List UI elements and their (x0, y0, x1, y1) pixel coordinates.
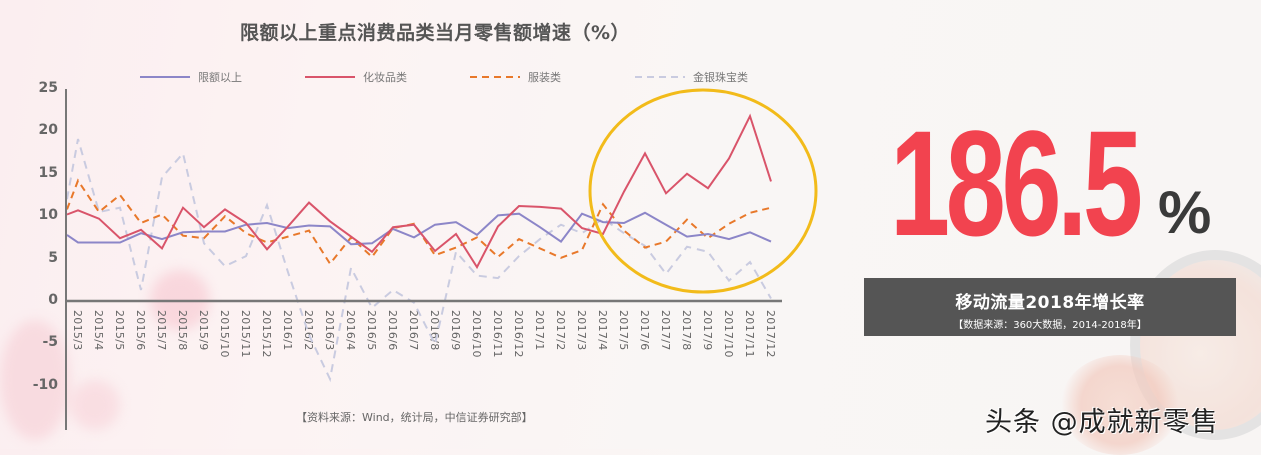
legend-item-apparel: 服装类 (470, 68, 561, 86)
x-tick-label: 2017/10 (722, 310, 735, 358)
x-tick-label: 2017/9 (701, 310, 714, 351)
legend-line-solid-icon (305, 76, 355, 78)
x-tick-label: 2015/12 (260, 310, 273, 358)
y-tick-label: 10 (38, 207, 58, 224)
x-tick-label: 2017/8 (680, 310, 693, 351)
highlight-stat: 186.5 % (890, 99, 1212, 267)
x-tick-label: 2017/4 (596, 310, 609, 351)
legend-line-solid-icon (140, 76, 190, 78)
source-note: 【资料来源：Wind，统计局，中信证券研究部】 (296, 411, 533, 424)
legend-item-cosmetics: 化妆品类 (305, 68, 407, 86)
y-tick-label: 20 (38, 122, 58, 139)
x-tick-label: 2017/3 (575, 310, 588, 351)
x-tick-label: 2016/3 (323, 310, 336, 351)
highlight-caption-box: 移动流量2018年增长率 【数据来源：360大数据，2014-2018年】 (864, 278, 1236, 336)
y-tick-label: 25 (38, 80, 58, 96)
background-blossom (0, 320, 70, 440)
x-tick-label: 2015/3 (71, 310, 84, 351)
x-tick-label: 2017/11 (743, 310, 756, 358)
highlight-circle (588, 88, 818, 294)
highlight-value: 186.5 (890, 99, 1143, 267)
legend-label: 化妆品类 (363, 71, 407, 84)
highlight-caption-source: 【数据来源：360大数据，2014-2018年】 (953, 320, 1147, 331)
x-tick-label: 2017/1 (533, 310, 546, 351)
y-tick-label: 5 (48, 249, 58, 266)
series-layer (66, 113, 772, 383)
x-tick-label: 2015/8 (176, 310, 189, 351)
y-tick-label: 0 (48, 292, 58, 308)
x-tick-label: 2016/8 (428, 310, 441, 351)
x-tick-label: 2017/12 (764, 310, 777, 358)
x-tick-label: 2015/11 (239, 310, 252, 358)
x-tick-label: 2015/6 (134, 310, 147, 351)
x-tick-label: 2015/7 (155, 310, 168, 351)
series-line (66, 138, 772, 383)
y-tick-label: -5 (42, 334, 58, 351)
legend-item-total: 限额以上 (140, 68, 242, 86)
x-tick-label: 2015/9 (197, 310, 210, 351)
legend-line-dashed-icon (635, 76, 685, 78)
powder-puff-image (1060, 355, 1180, 455)
background-blossom (70, 380, 120, 430)
series-line (66, 211, 772, 246)
x-tick-label: 2015/4 (92, 310, 105, 351)
highlight-unit: % (1158, 179, 1212, 246)
x-tick-label: 2016/11 (491, 310, 504, 358)
x-tick-label: 2017/7 (659, 310, 672, 351)
watermark: 头条 @成就新零售 (985, 407, 1219, 438)
legend-label: 服装类 (528, 71, 561, 84)
x-tick-label: 2016/7 (407, 310, 420, 351)
series-line (66, 113, 772, 270)
x-tick-label: 2017/5 (617, 310, 630, 351)
legend-label: 金银珠宝类 (693, 71, 748, 84)
y-tick-label: -10 (32, 376, 58, 393)
x-tick-label: 2016/12 (512, 310, 525, 358)
x-tick-label: 2017/6 (638, 310, 651, 351)
highlight-caption: 移动流量2018年增长率 (955, 293, 1145, 313)
x-tick-label: 2016/9 (449, 310, 462, 351)
legend-label: 限额以上 (198, 71, 242, 84)
x-tick-label: 2016/5 (365, 310, 378, 351)
line-chart (65, 88, 818, 430)
x-tick-label: 2015/5 (113, 310, 126, 351)
x-tick-label: 2016/6 (386, 310, 399, 351)
x-tick-label: 2016/1 (281, 310, 294, 351)
x-tick-label: 2016/10 (470, 310, 483, 358)
x-tick-label: 2015/10 (218, 310, 231, 358)
chart-title: 限额以上重点消费品类当月零售额增速（%） (240, 22, 631, 44)
legend-item-jewelry: 金银珠宝类 (635, 68, 748, 86)
y-tick-label: 15 (38, 164, 58, 181)
x-tick-label: 2017/2 (554, 310, 567, 351)
x-tick-label: 2016/4 (344, 310, 357, 351)
legend-line-dashed-icon (470, 76, 520, 78)
